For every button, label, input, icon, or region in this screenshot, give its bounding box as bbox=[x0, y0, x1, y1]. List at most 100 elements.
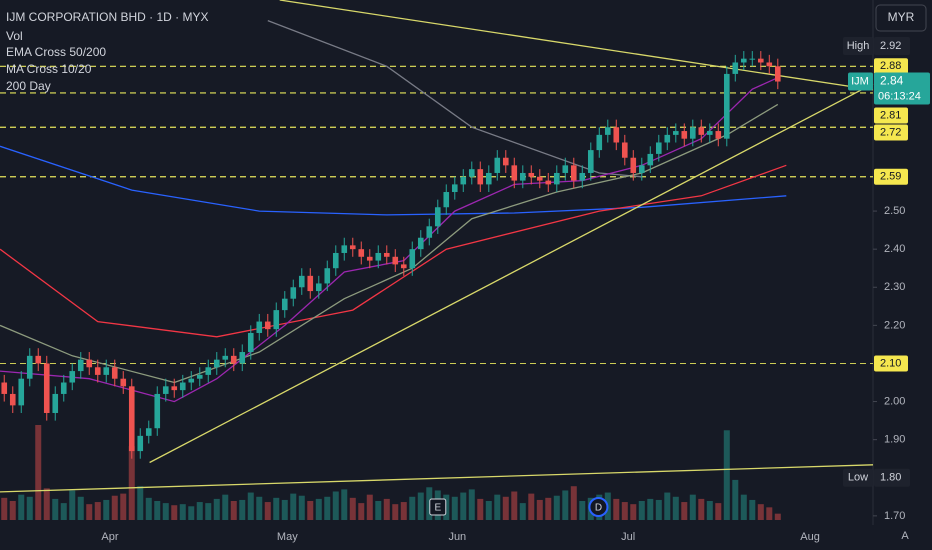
level-tag-label: 2.72 bbox=[880, 126, 901, 138]
volume-bar bbox=[290, 493, 297, 520]
high-tag-box bbox=[874, 37, 910, 56]
x-tick-label: Jun bbox=[448, 531, 466, 543]
volume-bar bbox=[732, 479, 739, 520]
candle-body bbox=[188, 378, 195, 383]
volume-bar bbox=[409, 496, 416, 520]
volume-bar bbox=[655, 499, 662, 520]
last-price: 2.84 bbox=[880, 74, 904, 88]
level-tag bbox=[874, 58, 908, 75]
chart-title: IJM CORPORATION BHD · 1D · MYX bbox=[6, 10, 208, 24]
candle-body bbox=[460, 176, 467, 185]
candle-body bbox=[1, 382, 8, 394]
volume-bar bbox=[715, 503, 722, 520]
candle-body bbox=[774, 66, 781, 82]
volume-bar bbox=[1, 497, 8, 520]
volume-bar bbox=[766, 507, 773, 520]
legend-item: EMA Cross 50/200 bbox=[6, 45, 106, 59]
volume-bar bbox=[171, 505, 178, 520]
volume-bar bbox=[179, 504, 186, 520]
volume-bar bbox=[417, 492, 424, 520]
level-tag bbox=[874, 107, 908, 124]
volume-bar bbox=[264, 502, 271, 520]
candle-body bbox=[26, 355, 33, 379]
high-tag-value: 2.92 bbox=[880, 40, 901, 52]
low-tag-name-box bbox=[843, 468, 873, 487]
candle-body bbox=[264, 321, 271, 330]
candle-body bbox=[570, 165, 577, 181]
candle-body bbox=[511, 165, 518, 181]
volume-bar bbox=[468, 489, 475, 520]
indicator-line bbox=[0, 164, 787, 338]
x-tick-label: Apr bbox=[101, 531, 118, 543]
level-tag-label: 2.88 bbox=[880, 60, 901, 72]
volume-bar bbox=[315, 498, 322, 520]
candle-body bbox=[409, 249, 416, 269]
volume-bar bbox=[196, 502, 203, 520]
auto-scale-button[interactable]: A bbox=[901, 530, 909, 542]
volume-bar bbox=[281, 499, 288, 520]
low-tag-box bbox=[874, 468, 910, 487]
candle-body bbox=[400, 264, 407, 269]
volume-bar bbox=[77, 496, 84, 520]
event-label: D bbox=[595, 503, 602, 514]
volume-bar bbox=[222, 494, 229, 520]
volume-bar bbox=[69, 490, 76, 520]
currency-button[interactable] bbox=[875, 4, 927, 32]
volume-bar bbox=[103, 499, 110, 520]
volume-bar bbox=[256, 496, 263, 520]
volume-bar bbox=[545, 497, 552, 520]
volume-bar bbox=[536, 499, 543, 520]
symbol-tag: IJM bbox=[851, 75, 869, 87]
level-tag bbox=[874, 124, 908, 141]
candle-body bbox=[732, 62, 739, 74]
y-tick-label: 1.90 bbox=[884, 434, 905, 446]
y-tick-label: 2.20 bbox=[884, 319, 905, 331]
candle-body bbox=[477, 169, 484, 185]
low-tag-value: 1.80 bbox=[880, 472, 901, 484]
volume-bar bbox=[664, 492, 671, 520]
volume-bar bbox=[426, 487, 433, 520]
candle-body bbox=[766, 62, 773, 67]
volume-bar bbox=[613, 498, 620, 520]
low-tag-name: Low bbox=[848, 472, 868, 484]
volume-bar bbox=[35, 425, 42, 520]
candle-body bbox=[375, 252, 382, 261]
candle-body bbox=[613, 127, 620, 143]
x-tick-label: May bbox=[277, 531, 298, 543]
y-tick-label: 2.30 bbox=[884, 281, 905, 293]
candle-body bbox=[341, 245, 348, 253]
candle-body bbox=[239, 352, 246, 364]
candle-body bbox=[43, 363, 50, 413]
candle-body bbox=[137, 435, 144, 452]
candle-body bbox=[290, 287, 297, 299]
symbol-tag-box bbox=[848, 72, 873, 91]
y-tick-label: 2.40 bbox=[884, 243, 905, 255]
candle-body bbox=[35, 355, 42, 364]
volume-bar bbox=[86, 504, 93, 520]
volume-bar bbox=[120, 493, 127, 520]
high-tag-name: High bbox=[847, 40, 870, 52]
candle-body bbox=[536, 176, 543, 181]
volume-bar bbox=[638, 501, 645, 520]
candle-body bbox=[638, 165, 645, 173]
volume-bar bbox=[349, 497, 356, 520]
volume-bar bbox=[443, 494, 450, 520]
volume-bar bbox=[324, 496, 331, 520]
candle-body bbox=[545, 180, 552, 185]
candle-body bbox=[434, 207, 441, 227]
volume-bar bbox=[502, 496, 509, 520]
candle-body bbox=[171, 386, 178, 391]
volume-bar bbox=[774, 513, 781, 520]
currency-label[interactable]: MYR bbox=[888, 10, 915, 24]
candle-body bbox=[417, 237, 424, 250]
trend-line bbox=[279, 0, 874, 91]
volume-bar bbox=[43, 488, 50, 520]
legend-item: 200 Day bbox=[6, 79, 51, 93]
y-tick-label: 2.50 bbox=[884, 205, 905, 217]
volume-bar bbox=[205, 503, 212, 520]
volume-bar bbox=[18, 494, 25, 520]
level-tag-label: 2.81 bbox=[880, 109, 901, 121]
volume-bar bbox=[332, 491, 339, 520]
volume-bar bbox=[239, 499, 246, 520]
volume-bar bbox=[570, 486, 577, 520]
